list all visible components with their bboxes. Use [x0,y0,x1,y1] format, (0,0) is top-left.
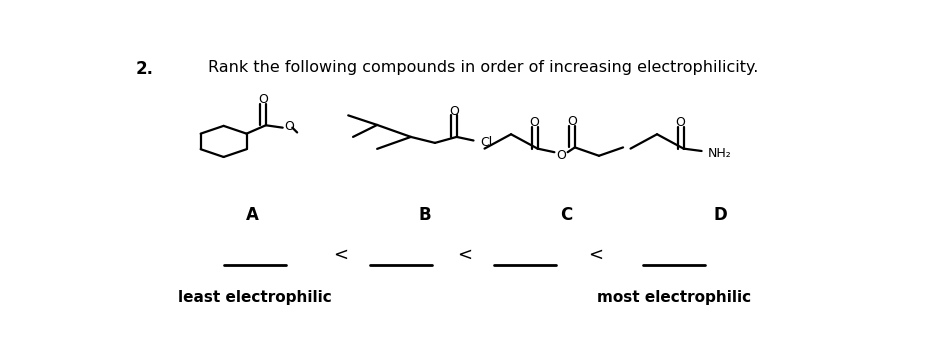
Text: O: O [675,116,686,129]
Text: O: O [284,120,295,133]
Text: O: O [557,149,566,162]
Text: D: D [713,206,727,224]
Text: O: O [529,116,540,129]
Text: <: < [457,246,472,264]
Text: most electrophilic: most electrophilic [597,290,752,305]
Text: B: B [418,206,430,224]
Text: C: C [560,206,573,224]
Text: O: O [448,104,459,118]
Text: Rank the following compounds in order of increasing electrophilicity.: Rank the following compounds in order of… [207,60,758,75]
Text: <: < [333,246,348,264]
Text: O: O [567,115,577,128]
Text: A: A [247,206,259,224]
Text: Cl: Cl [480,136,493,149]
Text: least electrophilic: least electrophilic [178,290,332,305]
Text: <: < [589,246,604,264]
Text: NH₂: NH₂ [707,147,732,160]
Text: O: O [258,93,268,106]
Text: 2.: 2. [136,60,154,78]
